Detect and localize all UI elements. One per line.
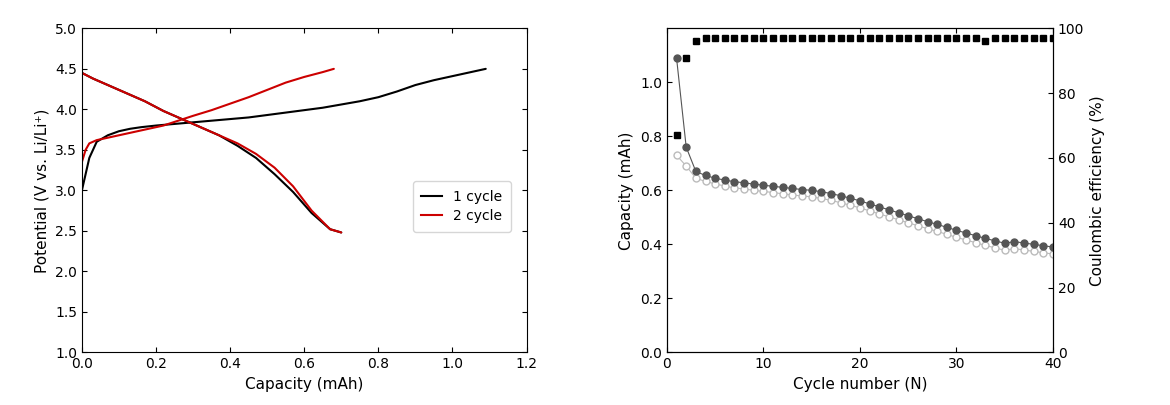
Legend: 1 cycle, 2 cycle: 1 cycle, 2 cycle (413, 181, 510, 232)
Y-axis label: Coulombic efficiency (%): Coulombic efficiency (%) (1089, 95, 1104, 286)
X-axis label: Cycle number (N): Cycle number (N) (793, 377, 927, 392)
Y-axis label: Potential (V vs. Li/Li⁺): Potential (V vs. Li/Li⁺) (34, 108, 49, 273)
X-axis label: Capacity (mAh): Capacity (mAh) (245, 377, 364, 392)
Y-axis label: Capacity (mAh): Capacity (mAh) (619, 131, 634, 249)
